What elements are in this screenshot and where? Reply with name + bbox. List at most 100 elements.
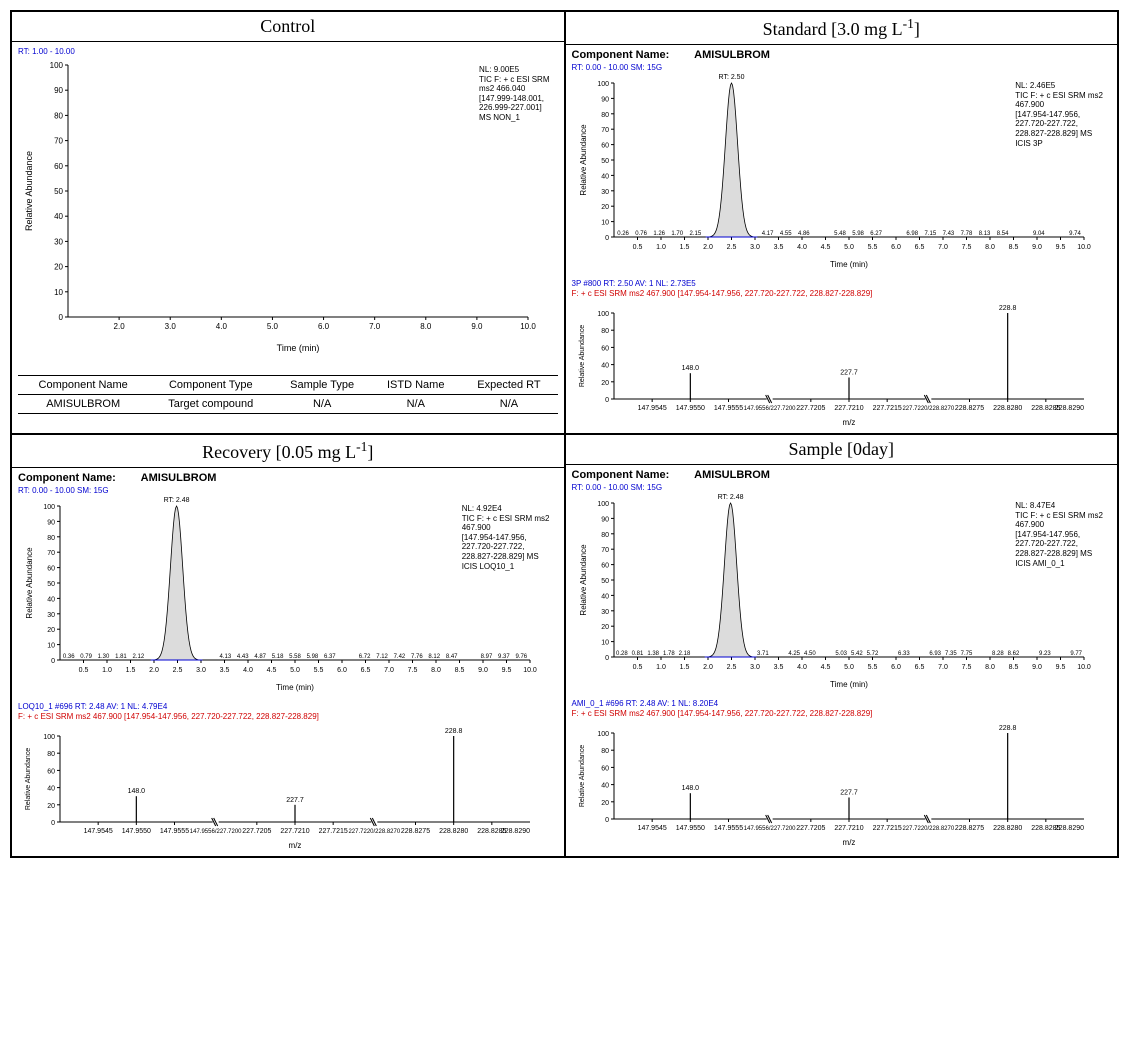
svg-text:4.86: 4.86 xyxy=(797,231,809,237)
svg-text:2.15: 2.15 xyxy=(689,231,701,237)
svg-text:60: 60 xyxy=(601,563,609,570)
svg-text:9.0: 9.0 xyxy=(1032,244,1042,251)
svg-text:2.0: 2.0 xyxy=(149,667,159,674)
svg-text:228.8275: 228.8275 xyxy=(954,825,983,832)
svg-text:30: 30 xyxy=(54,237,63,246)
svg-text:8.5: 8.5 xyxy=(455,667,465,674)
ms-meta1-sample: AMI_0_1 #696 RT: 2.48 AV: 1 NL: 8.20E4 xyxy=(572,699,1112,708)
svg-text:4.87: 4.87 xyxy=(254,654,266,660)
svg-text:8.54: 8.54 xyxy=(996,231,1008,237)
svg-text:Time (min): Time (min) xyxy=(830,260,868,269)
svg-text:9.5: 9.5 xyxy=(502,667,512,674)
svg-text:8.13: 8.13 xyxy=(978,231,990,237)
annot-line: TIC F: + c ESI SRM ms2 xyxy=(462,514,550,524)
svg-text:Time (min): Time (min) xyxy=(276,683,314,692)
svg-text:5.03: 5.03 xyxy=(835,651,847,657)
svg-text:60: 60 xyxy=(54,162,63,171)
svg-text:1.5: 1.5 xyxy=(126,667,136,674)
svg-text:1.5: 1.5 xyxy=(679,244,689,251)
svg-text:1.38: 1.38 xyxy=(647,651,659,657)
svg-text:100: 100 xyxy=(597,81,609,88)
svg-text:70: 70 xyxy=(54,137,63,146)
annot-line: ms2 466.040 xyxy=(479,84,549,94)
svg-text:4.43: 4.43 xyxy=(237,654,249,660)
svg-text:5.0: 5.0 xyxy=(844,664,854,671)
svg-text:90: 90 xyxy=(47,519,55,526)
svg-text:227.7220/228.8270: 227.7220/228.8270 xyxy=(902,406,954,412)
svg-text:8.12: 8.12 xyxy=(428,654,440,660)
annot-line: TIC F: + c ESI SRM ms2 xyxy=(1015,91,1103,101)
annot-line: [147.954-147.956, xyxy=(1015,530,1103,540)
svg-text:5.48: 5.48 xyxy=(834,231,846,237)
svg-text:8.5: 8.5 xyxy=(1008,244,1018,251)
svg-text:4.0: 4.0 xyxy=(243,667,253,674)
svg-text:2.5: 2.5 xyxy=(726,244,736,251)
svg-text:9.0: 9.0 xyxy=(478,667,488,674)
svg-text:227.7: 227.7 xyxy=(840,370,858,377)
rt-range-recovery: RT: 0.00 - 10.00 SM: 15G xyxy=(18,486,558,495)
svg-text:7.78: 7.78 xyxy=(960,231,972,237)
svg-text:4.0: 4.0 xyxy=(216,322,228,331)
svg-text:5.5: 5.5 xyxy=(867,244,877,251)
svg-text:5.0: 5.0 xyxy=(290,667,300,674)
svg-text:7.5: 7.5 xyxy=(961,664,971,671)
svg-text:80: 80 xyxy=(54,111,63,120)
svg-text:228.8290: 228.8290 xyxy=(1054,825,1083,832)
svg-text:50: 50 xyxy=(54,187,63,196)
svg-text:8.0: 8.0 xyxy=(985,664,995,671)
svg-text:9.0: 9.0 xyxy=(471,322,483,331)
svg-text:228.8280: 228.8280 xyxy=(993,405,1022,412)
svg-text:1.30: 1.30 xyxy=(98,654,110,660)
svg-text:4.13: 4.13 xyxy=(220,654,232,660)
svg-text:2.0: 2.0 xyxy=(114,322,126,331)
svg-text:228.8280: 228.8280 xyxy=(439,828,468,835)
table-header: Sample Type xyxy=(273,376,371,395)
body-recovery: Component Name: AMISULBROM RT: 0.00 - 10… xyxy=(12,468,564,856)
svg-text:50: 50 xyxy=(47,581,55,588)
svg-text:3.0: 3.0 xyxy=(750,244,760,251)
svg-text:7.43: 7.43 xyxy=(942,231,954,237)
svg-text:RT: 2.50: RT: 2.50 xyxy=(718,74,744,81)
svg-text:Relative Abundance: Relative Abundance xyxy=(24,151,34,231)
svg-text:60: 60 xyxy=(47,768,55,775)
svg-text:1.26: 1.26 xyxy=(653,231,665,237)
svg-text:227.7210: 227.7210 xyxy=(834,825,863,832)
svg-text:20: 20 xyxy=(601,380,609,387)
annot-line: 227.720-227.722, xyxy=(462,542,550,552)
svg-text:227.7205: 227.7205 xyxy=(796,825,825,832)
svg-text:5.5: 5.5 xyxy=(314,667,324,674)
svg-text:8.97: 8.97 xyxy=(481,654,493,660)
svg-text:147.9550: 147.9550 xyxy=(122,828,151,835)
svg-text:3.5: 3.5 xyxy=(773,664,783,671)
svg-text:20: 20 xyxy=(54,263,63,272)
svg-text:40: 40 xyxy=(601,363,609,370)
svg-text:7.0: 7.0 xyxy=(938,244,948,251)
chrom-recovery: NL: 4.92E4TIC F: + c ESI SRM ms2467.900[… xyxy=(18,496,558,696)
annot-line: TIC F: + c ESI SRM xyxy=(479,75,549,85)
svg-text:100: 100 xyxy=(597,501,609,508)
table-header: Component Name xyxy=(18,376,148,395)
svg-text:0: 0 xyxy=(605,817,609,824)
svg-text:100: 100 xyxy=(43,504,55,511)
ms-sample: 020406080100147.9545147.9550147.9555148.… xyxy=(572,719,1112,849)
title-recovery: Recovery [0.05 mg L-1] xyxy=(12,435,564,468)
svg-text:40: 40 xyxy=(54,212,63,221)
svg-text:20: 20 xyxy=(47,627,55,634)
svg-text:10: 10 xyxy=(601,640,609,647)
svg-text:m/z: m/z xyxy=(842,838,855,847)
annot-line: ICIS LOQ10_1 xyxy=(462,562,550,572)
svg-text:80: 80 xyxy=(601,532,609,539)
body-sample: Component Name: AMISULBROM RT: 0.00 - 10… xyxy=(566,465,1118,853)
annot-line: 227.720-227.722, xyxy=(1015,119,1103,129)
svg-text:5.0: 5.0 xyxy=(844,244,854,251)
svg-text:1.81: 1.81 xyxy=(115,654,127,660)
title-standard: Standard [3.0 mg L-1] xyxy=(566,12,1118,45)
svg-text:7.5: 7.5 xyxy=(961,244,971,251)
svg-text:228.8275: 228.8275 xyxy=(401,828,430,835)
cell-sample: Sample [0day] Component Name: AMISULBROM… xyxy=(565,434,1119,857)
svg-text:6.5: 6.5 xyxy=(361,667,371,674)
annot-sample: NL: 8.47E4TIC F: + c ESI SRM ms2467.900[… xyxy=(1015,501,1103,568)
svg-text:227.7215: 227.7215 xyxy=(319,828,348,835)
chart-control: NL: 9.00E5TIC F: + c ESI SRMms2 466.040[… xyxy=(18,57,558,357)
svg-text:3.0: 3.0 xyxy=(196,667,206,674)
